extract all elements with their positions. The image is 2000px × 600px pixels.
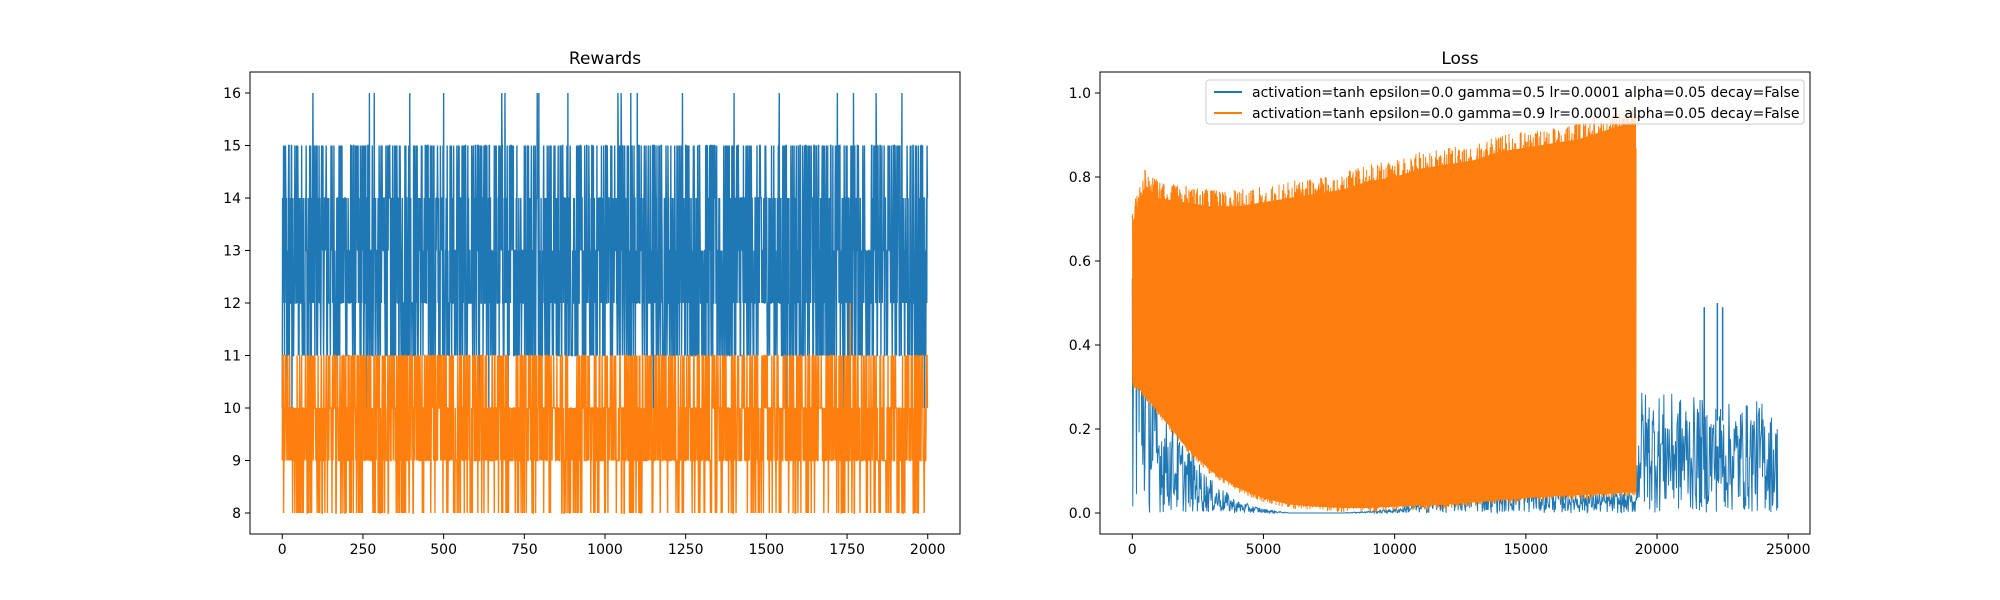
y-tick-label: 0.8 bbox=[1069, 170, 1091, 186]
y-tick-label: 12 bbox=[223, 296, 241, 312]
x-tick-label: 10000 bbox=[1372, 542, 1417, 558]
y-tick-label: 14 bbox=[223, 191, 241, 207]
x-tick-label: 1250 bbox=[668, 542, 704, 558]
rewards-line bbox=[281, 92, 929, 409]
x-tick-label: 5000 bbox=[1246, 542, 1282, 558]
rewards-series-blue bbox=[281, 92, 929, 409]
loss-series-blue bbox=[1131, 278, 1779, 515]
y-tick-label: 15 bbox=[223, 139, 241, 155]
loss-legend: activation=tanh epsilon=0.0 gamma=0.5 lr… bbox=[1205, 79, 1805, 125]
loss-line-blue bbox=[1131, 278, 1779, 515]
x-tick-label: 1500 bbox=[749, 542, 785, 558]
y-tick-label: 0.2 bbox=[1069, 422, 1091, 438]
rewards-x-axis: 0 250 500 750 1000 1250 1500 1750 2000 bbox=[278, 534, 946, 558]
loss-x-axis: 0 5000 10000 15000 20000 25000 bbox=[1128, 534, 1811, 558]
rewards-plot-area bbox=[281, 92, 929, 514]
x-tick-label: 0 bbox=[278, 542, 287, 558]
x-tick-label: 25000 bbox=[1766, 542, 1811, 558]
x-tick-label: 500 bbox=[430, 542, 457, 558]
rewards-line bbox=[281, 302, 929, 514]
loss-series-orange bbox=[1131, 105, 1637, 513]
x-tick-label: 20000 bbox=[1635, 542, 1680, 558]
y-tick-label: 0.0 bbox=[1069, 506, 1091, 522]
loss-chart-title: Loss bbox=[1441, 49, 1478, 69]
y-tick-label: 11 bbox=[223, 349, 241, 365]
x-tick-label: 750 bbox=[511, 542, 538, 558]
x-tick-label: 250 bbox=[350, 542, 377, 558]
loss-plot-area bbox=[1131, 105, 1779, 515]
x-tick-label: 2000 bbox=[910, 542, 946, 558]
y-tick-label: 0.4 bbox=[1069, 338, 1091, 354]
legend-label-blue: activation=tanh epsilon=0.0 gamma=0.5 lr… bbox=[1252, 85, 1799, 101]
x-tick-label: 15000 bbox=[1504, 542, 1549, 558]
legend-frame bbox=[1205, 79, 1805, 125]
loss-axes-frame bbox=[1099, 71, 1811, 535]
y-tick-label: 8 bbox=[232, 506, 241, 522]
y-tick-label: 9 bbox=[232, 454, 241, 470]
x-tick-label: 0 bbox=[1128, 542, 1137, 558]
y-tick-label: 1.0 bbox=[1069, 86, 1091, 102]
loss-band-orange bbox=[1132, 114, 1637, 508]
x-tick-label: 1750 bbox=[829, 542, 865, 558]
rewards-chart: Rewards 0 250 500 750 1000 1250 1500 1750 2000 8… bbox=[223, 49, 961, 558]
rewards-chart-title: Rewards bbox=[569, 49, 641, 69]
y-tick-label: 13 bbox=[223, 244, 241, 260]
y-tick-label: 10 bbox=[223, 401, 241, 417]
loss-chart: Loss 0 5000 10000 15000 20000 25000 0.0 0.2 0.4… bbox=[1069, 49, 1811, 558]
rewards-y-axis: 8 9 10 11 12 13 14 15 16 bbox=[223, 86, 250, 522]
loss-y-axis: 0.0 0.2 0.4 0.6 0.8 1.0 bbox=[1069, 86, 1100, 522]
legend-label-orange: activation=tanh epsilon=0.0 gamma=0.9 lr… bbox=[1252, 106, 1799, 122]
rewards-series-orange bbox=[281, 302, 929, 514]
y-tick-label: 0.6 bbox=[1069, 254, 1091, 270]
x-tick-label: 1000 bbox=[587, 542, 623, 558]
y-tick-label: 16 bbox=[223, 86, 241, 102]
